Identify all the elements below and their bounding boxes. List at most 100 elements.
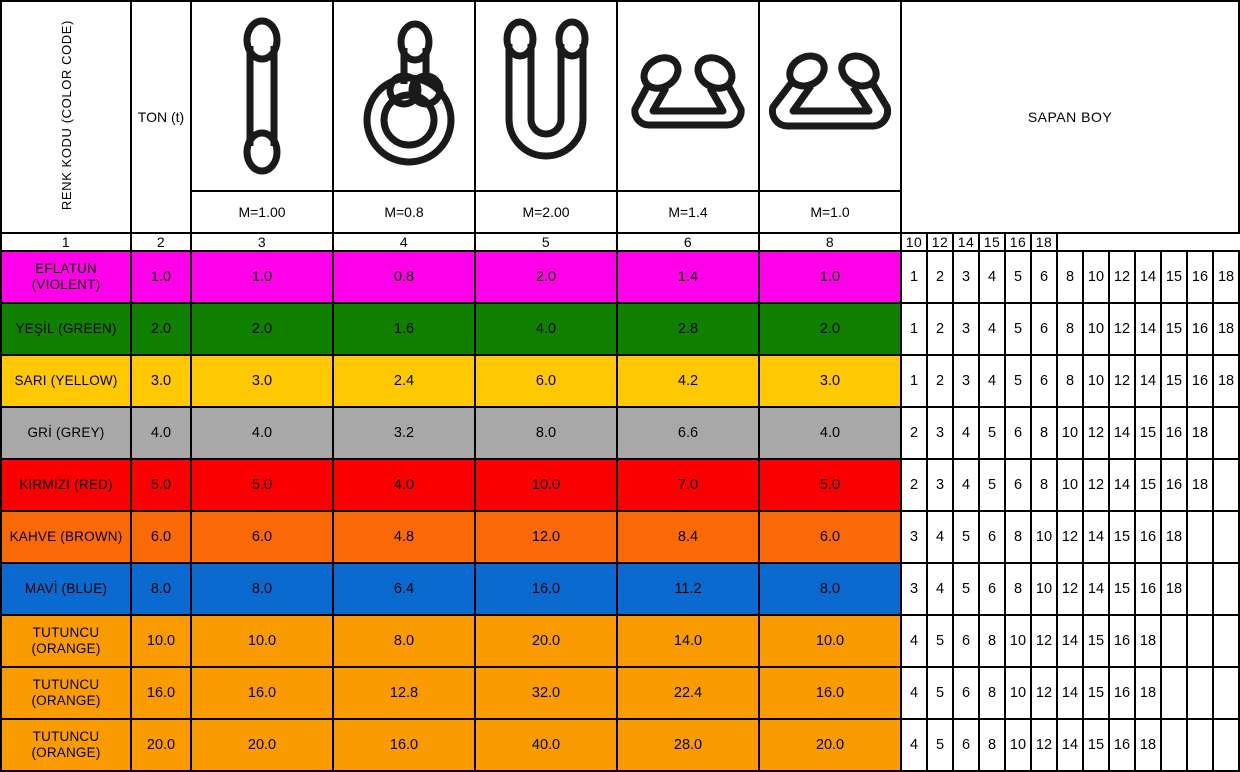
capacity-cell: 12.0 <box>474 510 618 564</box>
header-m-factor: M=1.0 <box>758 190 902 234</box>
sapan-boy-cell-empty <box>1211 718 1240 772</box>
sapan-boy-cell: 10 <box>1030 510 1058 564</box>
table-row: SARI (YELLOW) 3.0 3.0 2.4 6.0 4.2 3.0 1 2 3 4 5 6 8 10… <box>0 354 1240 408</box>
sapan-boy-cell: 6 <box>952 666 980 720</box>
sapan-boy-cell: 14 <box>1134 250 1162 304</box>
sapan-boy-cell-empty <box>1211 562 1240 616</box>
capacity-cell: 8.0 <box>758 562 902 616</box>
sapan-boy-cell: 3 <box>926 458 954 512</box>
sapan-boy-cell: 2 <box>900 406 928 460</box>
capacity-cell: 6.4 <box>332 562 476 616</box>
sapan-boy-cell: 16 <box>1160 406 1188 460</box>
color-code-cell: EFLATUN (VIOLENT) <box>0 250 132 304</box>
sapan-boy-cell: 4 <box>926 510 954 564</box>
color-code-cell: TUTUNCU (ORANGE) <box>0 666 132 720</box>
sapan-boy-cell: 14 <box>1082 510 1110 564</box>
color-code-cell: GRİ (GREY) <box>0 406 132 460</box>
sapan-boy-cell: 10 <box>1082 302 1110 356</box>
sapan-boy-cell-empty <box>1160 666 1188 720</box>
sapan-boy-cell: 15 <box>1134 406 1162 460</box>
header-m-factor: M=0.8 <box>332 190 476 234</box>
choker-ring-sling-icon <box>335 3 473 189</box>
sapan-boy-cell: 2 <box>926 250 954 304</box>
sapan-boy-cell: 6 <box>978 562 1006 616</box>
capacity-cell: 3.0 <box>190 354 334 408</box>
capacity-cell: 8.4 <box>616 510 760 564</box>
sapan-boy-cell: 16 <box>1186 250 1214 304</box>
sapan-boy-cell: 8 <box>1004 562 1032 616</box>
capacity-cell: 2.0 <box>758 302 902 356</box>
sapan-boy-cell: 12 <box>1056 510 1084 564</box>
sapan-boy-cell-empty <box>1186 562 1214 616</box>
sapan-boy-cell: 5 <box>1004 354 1032 408</box>
capacity-cell: 6.0 <box>758 510 902 564</box>
capacity-cell: 12.8 <box>332 666 476 720</box>
sapan-boy-cell-empty <box>1211 614 1240 668</box>
sapan-boy-cell: 12 <box>1030 614 1058 668</box>
sapan-boy-cell: 10 <box>1056 458 1084 512</box>
header-sapan-boy-length: 18 <box>1030 232 1058 252</box>
capacity-cell: 20.0 <box>474 614 618 668</box>
header-icon-two-leg-sling-wide <box>758 0 902 192</box>
table-row: TUTUNCU (ORANGE) 10.0 10.0 8.0 20.0 14.0 10.0 4 5… <box>0 614 1240 668</box>
table-row: KAHVE (BROWN) 6.0 6.0 4.8 12.0 8.4 6.0 3 4 5 6 8 10 1… <box>0 510 1240 564</box>
ton-cell: 8.0 <box>130 562 192 616</box>
header-sapan-boy-length: 4 <box>332 232 476 252</box>
color-code-label: (ORANGE) <box>31 693 101 708</box>
sapan-boy-cell: 14 <box>1082 562 1110 616</box>
sapan-boy-cell: 3 <box>952 250 980 304</box>
sapan-boy-cell: 4 <box>978 250 1006 304</box>
sapan-boy-cell: 15 <box>1082 614 1110 668</box>
sapan-boy-cell: 8 <box>978 614 1006 668</box>
capacity-cell: 4.0 <box>332 458 476 512</box>
table-row: KIRMIZI (RED) 5.0 5.0 4.0 10.0 7.0 5.0 2 3 4 5 6 8 10… <box>0 458 1240 512</box>
header-sapan-boy-length: 5 <box>474 232 618 252</box>
header-ton: TON (t) <box>130 0 192 234</box>
sapan-boy-cell: 6 <box>952 614 980 668</box>
ton-cell: 2.0 <box>130 302 192 356</box>
table-row: TUTUNCU (ORANGE) 16.0 16.0 12.8 32.0 22.4 16.0 4… <box>0 666 1240 720</box>
header-icon-choker-ring-sling <box>332 0 476 192</box>
two-leg-sling-narrow-icon <box>619 3 757 189</box>
capacity-cell: 4.0 <box>758 406 902 460</box>
capacity-cell: 3.0 <box>758 354 902 408</box>
sapan-boy-cell: 18 <box>1211 302 1240 356</box>
capacity-cell: 6.0 <box>190 510 334 564</box>
capacity-cell: 5.0 <box>190 458 334 512</box>
table-row: YEŞİL (GREEN) 2.0 2.0 1.6 4.0 2.8 2.0 1 2 3 4 5 6 8 10… <box>0 302 1240 356</box>
sapan-boy-cell: 12 <box>1108 354 1136 408</box>
sapan-boy-cell: 8 <box>978 666 1006 720</box>
capacity-cell: 10.0 <box>758 614 902 668</box>
capacity-cell: 8.0 <box>474 406 618 460</box>
sapan-boy-cell: 16 <box>1108 614 1136 668</box>
capacity-cell: 22.4 <box>616 666 760 720</box>
header-sapan-boy: SAPAN BOY <box>899 0 1240 234</box>
header-sapan-boy-length: 16 <box>1004 232 1032 252</box>
sapan-boy-cell: 8 <box>978 718 1006 772</box>
capacity-cell: 4.8 <box>332 510 476 564</box>
color-code-cell: MAVİ (BLUE) <box>0 562 132 616</box>
sapan-boy-cell: 15 <box>1082 666 1110 720</box>
sapan-boy-cell-empty <box>1160 614 1188 668</box>
sapan-boy-cell: 5 <box>978 458 1006 512</box>
capacity-cell: 11.2 <box>616 562 760 616</box>
color-code-label: EFLATUN <box>35 261 97 277</box>
sapan-boy-cell: 18 <box>1211 250 1240 304</box>
ton-cell: 6.0 <box>130 510 192 564</box>
sapan-boy-cell: 16 <box>1134 562 1162 616</box>
capacity-cell: 1.4 <box>616 250 760 304</box>
sapan-boy-cell: 15 <box>1108 510 1136 564</box>
sapan-boy-cell: 12 <box>1108 302 1136 356</box>
color-code-cell: TUTUNCU (ORANGE) <box>0 718 132 772</box>
table-row: TUTUNCU (ORANGE) 20.0 20.0 16.0 40.0 28.0 20.0 4… <box>0 718 1240 772</box>
color-code-label: KIRMIZI (RED) <box>19 477 113 493</box>
sapan-boy-cell: 5 <box>952 562 980 616</box>
header-sapan-boy-length: 10 <box>900 232 928 252</box>
sapan-boy-cell: 14 <box>1056 718 1084 772</box>
capacity-cell: 2.0 <box>190 302 334 356</box>
capacity-cell: 1.6 <box>332 302 476 356</box>
sapan-boy-cell: 18 <box>1211 354 1240 408</box>
sapan-boy-cell: 10 <box>1004 666 1032 720</box>
capacity-cell: 10.0 <box>474 458 618 512</box>
capacity-cell: 14.0 <box>616 614 760 668</box>
